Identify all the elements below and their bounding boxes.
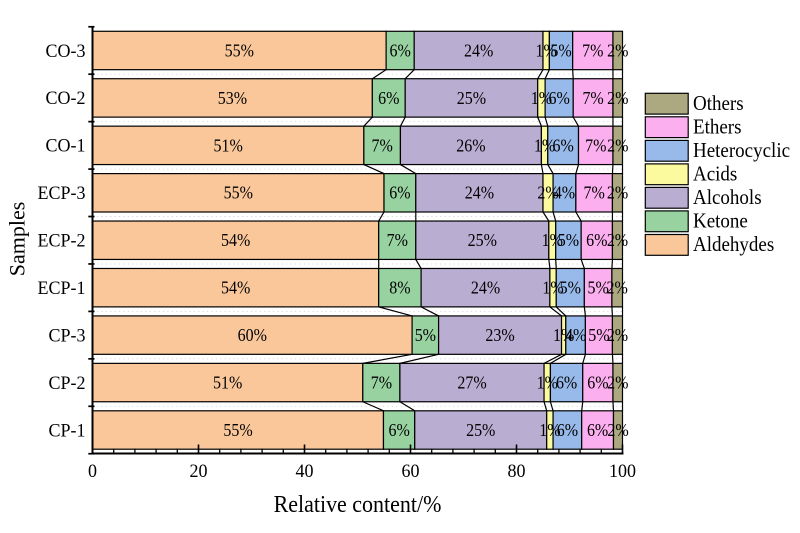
svg-text:6%: 6% <box>552 136 573 156</box>
svg-text:6%: 6% <box>587 420 608 440</box>
svg-text:7%: 7% <box>583 183 604 203</box>
svg-text:55%: 55% <box>225 41 254 61</box>
svg-text:ECP-1: ECP-1 <box>38 277 86 299</box>
svg-text:1%: 1% <box>536 41 557 61</box>
svg-text:6%: 6% <box>587 373 608 393</box>
svg-text:51%: 51% <box>214 136 243 156</box>
svg-text:2%: 2% <box>607 230 628 250</box>
svg-text:1%: 1% <box>539 420 560 440</box>
svg-text:20: 20 <box>190 460 208 482</box>
svg-text:2%: 2% <box>607 325 628 345</box>
svg-text:60: 60 <box>402 460 420 482</box>
svg-text:51%: 51% <box>213 373 242 393</box>
svg-text:1%: 1% <box>553 325 574 345</box>
svg-text:7%: 7% <box>371 136 392 156</box>
svg-text:24%: 24% <box>465 183 494 203</box>
svg-text:Relative content/%: Relative content/% <box>274 491 442 517</box>
svg-text:Ethers: Ethers <box>693 116 742 139</box>
svg-text:6%: 6% <box>549 88 570 108</box>
svg-text:Others: Others <box>693 92 744 115</box>
svg-text:5%: 5% <box>550 41 571 61</box>
svg-text:1%: 1% <box>542 278 563 298</box>
svg-text:55%: 55% <box>224 183 253 203</box>
svg-text:Samples: Samples <box>5 202 30 277</box>
svg-text:Heterocyclic: Heterocyclic <box>693 139 790 162</box>
svg-text:7%: 7% <box>582 41 603 61</box>
svg-text:0: 0 <box>88 460 97 482</box>
svg-text:CO-3: CO-3 <box>46 40 86 62</box>
svg-text:7%: 7% <box>585 136 606 156</box>
svg-text:55%: 55% <box>223 420 252 440</box>
svg-text:Alcohols: Alcohols <box>693 186 762 209</box>
svg-text:24%: 24% <box>464 41 493 61</box>
svg-text:24%: 24% <box>471 278 500 298</box>
svg-text:5%: 5% <box>415 325 436 345</box>
svg-text:7%: 7% <box>371 373 392 393</box>
svg-text:25%: 25% <box>466 420 495 440</box>
svg-text:7%: 7% <box>387 230 408 250</box>
svg-text:2%: 2% <box>607 373 628 393</box>
svg-text:54%: 54% <box>221 230 250 250</box>
svg-text:2%: 2% <box>537 183 558 203</box>
svg-text:Aldehydes: Aldehydes <box>693 233 774 256</box>
svg-text:Acids: Acids <box>693 163 738 186</box>
svg-text:2%: 2% <box>607 41 628 61</box>
svg-text:ECP-2: ECP-2 <box>38 230 86 252</box>
svg-text:6%: 6% <box>389 183 410 203</box>
svg-text:2%: 2% <box>607 88 628 108</box>
svg-text:2%: 2% <box>607 136 628 156</box>
svg-text:1%: 1% <box>534 136 555 156</box>
svg-text:25%: 25% <box>468 230 497 250</box>
svg-text:1%: 1% <box>542 230 563 250</box>
svg-text:CO-2: CO-2 <box>46 88 86 110</box>
svg-text:1%: 1% <box>531 88 552 108</box>
svg-text:40: 40 <box>296 460 314 482</box>
svg-text:2%: 2% <box>607 420 628 440</box>
svg-text:26%: 26% <box>456 136 485 156</box>
svg-text:6%: 6% <box>586 230 607 250</box>
svg-text:1%: 1% <box>537 373 558 393</box>
svg-text:6%: 6% <box>556 373 577 393</box>
svg-text:6%: 6% <box>390 41 411 61</box>
svg-text:80: 80 <box>508 460 526 482</box>
svg-text:53%: 53% <box>218 88 247 108</box>
svg-text:4%: 4% <box>554 183 575 203</box>
svg-text:25%: 25% <box>457 88 486 108</box>
svg-text:6%: 6% <box>378 88 399 108</box>
svg-text:27%: 27% <box>457 373 486 393</box>
svg-text:CP-3: CP-3 <box>49 325 86 347</box>
svg-text:23%: 23% <box>485 325 514 345</box>
svg-text:5%: 5% <box>560 278 581 298</box>
svg-text:54%: 54% <box>221 278 250 298</box>
svg-text:60%: 60% <box>238 325 267 345</box>
svg-text:ECP-3: ECP-3 <box>38 182 86 204</box>
svg-text:5%: 5% <box>587 278 608 298</box>
svg-text:CO-1: CO-1 <box>46 135 86 157</box>
svg-text:Ketone: Ketone <box>693 210 748 233</box>
svg-text:8%: 8% <box>389 278 410 298</box>
svg-text:6%: 6% <box>388 420 409 440</box>
svg-text:4%: 4% <box>565 325 586 345</box>
svg-text:7%: 7% <box>582 88 603 108</box>
svg-text:5%: 5% <box>588 325 609 345</box>
svg-text:CP-1: CP-1 <box>49 420 86 442</box>
svg-text:2%: 2% <box>607 183 628 203</box>
svg-text:2%: 2% <box>607 278 628 298</box>
svg-text:100: 100 <box>609 460 636 482</box>
svg-text:5%: 5% <box>558 230 579 250</box>
svg-text:CP-2: CP-2 <box>49 372 86 394</box>
svg-text:6%: 6% <box>557 420 578 440</box>
